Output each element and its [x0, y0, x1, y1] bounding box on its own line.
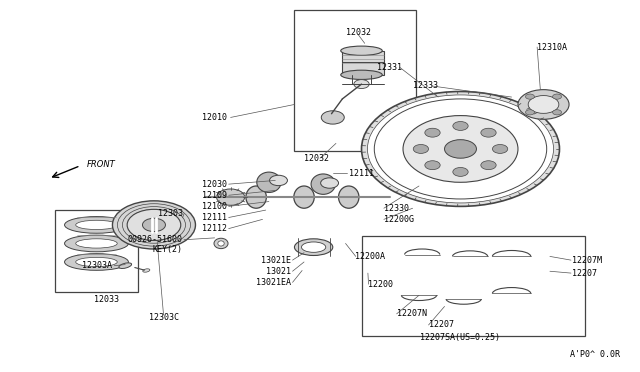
Circle shape	[525, 94, 534, 99]
Text: 12111: 12111	[349, 169, 374, 177]
Ellipse shape	[143, 269, 150, 272]
Circle shape	[367, 95, 554, 203]
Circle shape	[425, 161, 440, 170]
Circle shape	[453, 122, 468, 131]
Text: 12100: 12100	[202, 202, 227, 211]
Circle shape	[113, 201, 195, 249]
Text: KEY(2): KEY(2)	[153, 244, 182, 253]
Ellipse shape	[246, 186, 266, 208]
Circle shape	[321, 178, 339, 188]
Text: 13021EA: 13021EA	[256, 278, 291, 287]
Circle shape	[413, 144, 429, 153]
Circle shape	[362, 92, 559, 206]
Bar	[55, 210, 138, 292]
Bar	[342, 51, 384, 75]
Text: 12330: 12330	[384, 204, 409, 213]
Ellipse shape	[218, 241, 224, 246]
Bar	[362, 236, 585, 336]
Ellipse shape	[301, 242, 326, 252]
Text: 12112: 12112	[202, 224, 227, 233]
Text: 12109: 12109	[202, 191, 227, 200]
Circle shape	[354, 80, 369, 89]
Circle shape	[321, 111, 344, 124]
Text: A'P0^ 0.0R: A'P0^ 0.0R	[570, 350, 620, 359]
Text: 12030: 12030	[202, 180, 227, 189]
Text: 13021: 13021	[266, 267, 291, 276]
Circle shape	[445, 140, 476, 158]
Ellipse shape	[65, 217, 129, 233]
Text: 12200: 12200	[368, 280, 393, 289]
Ellipse shape	[76, 239, 117, 248]
Text: 12200G: 12200G	[384, 215, 414, 224]
Text: 12303: 12303	[157, 209, 182, 218]
Circle shape	[518, 90, 569, 119]
Circle shape	[453, 167, 468, 176]
Text: 12310A: 12310A	[537, 42, 567, 51]
Ellipse shape	[119, 263, 132, 269]
Bar	[294, 10, 416, 151]
Ellipse shape	[311, 174, 335, 194]
Text: 13021E: 13021E	[261, 256, 291, 264]
Ellipse shape	[340, 46, 382, 55]
Circle shape	[552, 110, 561, 115]
Circle shape	[492, 144, 508, 153]
Circle shape	[552, 94, 561, 99]
Circle shape	[425, 128, 440, 137]
Text: 00926-51600: 00926-51600	[128, 235, 182, 244]
Circle shape	[269, 175, 287, 186]
Text: 12207N: 12207N	[397, 310, 427, 318]
Text: 12207: 12207	[572, 269, 597, 278]
Ellipse shape	[257, 172, 281, 192]
Text: 12303C: 12303C	[148, 313, 179, 322]
Text: 12207: 12207	[429, 321, 454, 330]
Text: 12032: 12032	[304, 154, 330, 163]
Text: 12207M: 12207M	[572, 256, 602, 264]
Text: FRONT: FRONT	[87, 160, 116, 169]
Circle shape	[481, 128, 496, 137]
Ellipse shape	[76, 257, 117, 267]
Text: 12303A: 12303A	[83, 261, 113, 270]
Circle shape	[216, 189, 244, 205]
Ellipse shape	[65, 235, 129, 252]
Ellipse shape	[294, 239, 333, 256]
Ellipse shape	[294, 186, 314, 208]
Circle shape	[481, 161, 496, 170]
Circle shape	[525, 110, 534, 115]
Circle shape	[403, 116, 518, 182]
Circle shape	[143, 218, 166, 232]
Circle shape	[127, 209, 180, 240]
Circle shape	[528, 96, 559, 113]
Ellipse shape	[76, 220, 117, 230]
Ellipse shape	[65, 254, 129, 270]
Ellipse shape	[214, 238, 228, 248]
Ellipse shape	[339, 186, 359, 208]
Text: 12010: 12010	[202, 113, 227, 122]
Ellipse shape	[340, 70, 382, 80]
Text: 12207SA(US=0.25): 12207SA(US=0.25)	[420, 333, 500, 343]
Text: 12331: 12331	[378, 63, 403, 72]
Text: 12333: 12333	[413, 81, 438, 90]
Text: 12111: 12111	[202, 213, 227, 222]
Text: 12200A: 12200A	[355, 252, 385, 261]
Text: 12032: 12032	[346, 28, 371, 37]
Text: 12033: 12033	[93, 295, 118, 304]
